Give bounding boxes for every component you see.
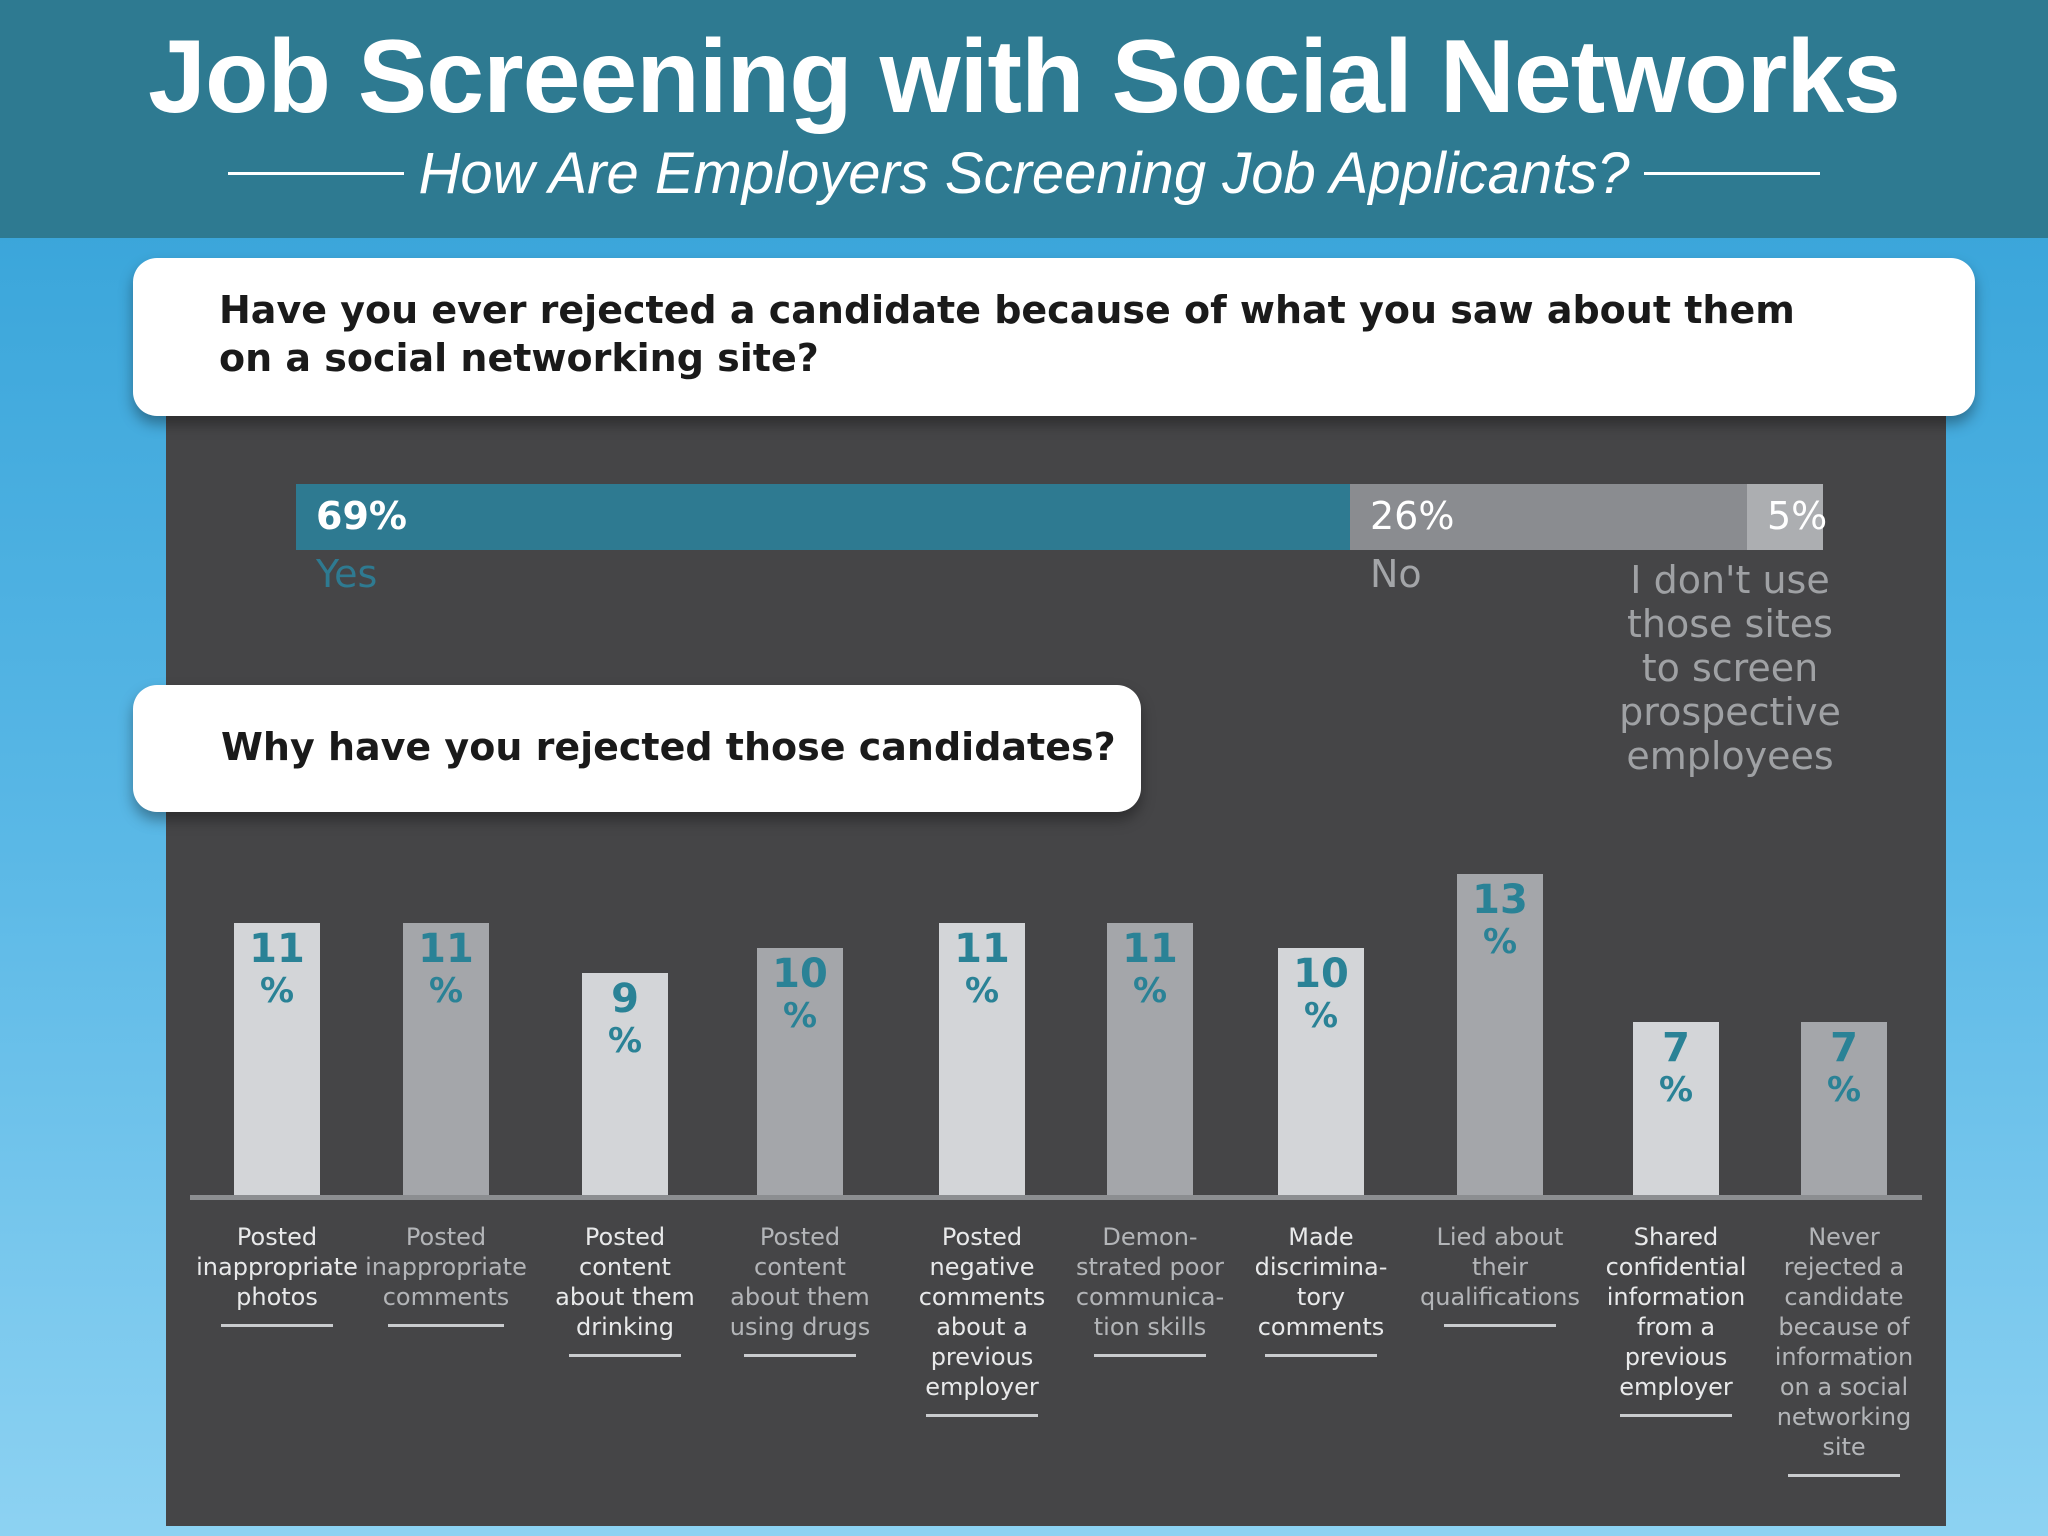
bar-label-underline [1788, 1474, 1900, 1477]
bar-category-label: Posted content about them drinking [555, 1223, 695, 1341]
subtitle-row: How Are Employers Screening Job Applican… [0, 138, 2048, 208]
bar-category-label: Posted negative comments about a previou… [918, 1223, 1046, 1401]
bar-value-percent: % [964, 971, 1000, 1011]
bar-label-underline [744, 1354, 856, 1357]
bar-value-percent: % [1132, 971, 1168, 1011]
subtitle-rule-right [1643, 171, 1820, 175]
bar-category-label: Shared confidential information from a p… [1605, 1223, 1747, 1401]
stack-value-label: 26% [1370, 494, 1455, 538]
bar-value-number: 11 [954, 926, 1010, 972]
reason-bar: 11% [403, 923, 489, 1195]
bar-value-percent: % [428, 971, 464, 1011]
chart-baseline [190, 1195, 1922, 1200]
stack-value-label: 69% [316, 494, 407, 538]
bar-value-percent: % [1303, 996, 1339, 1036]
reason-bar: 10% [1278, 948, 1364, 1195]
reason-bar: 7% [1801, 1022, 1887, 1195]
bar-value-number: 11 [249, 926, 305, 972]
bar-value-percent: % [607, 1021, 643, 1061]
bar-category-label: Posted content about them using drugs [729, 1223, 871, 1341]
reason-bar: 10% [757, 948, 843, 1195]
bar-value-label: 11% [1107, 927, 1193, 1011]
bar-label-underline [926, 1414, 1038, 1417]
bar-value-label: 10% [1278, 952, 1364, 1036]
bar-value-label: 11% [939, 927, 1025, 1011]
bar-value-label: 7% [1633, 1026, 1719, 1110]
bar-value-percent: % [782, 996, 818, 1036]
bar-value-percent: % [1658, 1070, 1694, 1110]
reason-bar: 13% [1457, 874, 1543, 1195]
bar-value-percent: % [1482, 922, 1518, 962]
bar-value-number: 11 [418, 926, 474, 972]
question-callout-reasons: Why have you rejected those candidates? [133, 685, 1141, 812]
page-subtitle: How Are Employers Screening Job Applican… [418, 140, 1630, 206]
bar-value-label: 11% [403, 927, 489, 1011]
bar-value-label: 10% [757, 952, 843, 1036]
bar-value-number: 11 [1122, 926, 1178, 972]
bar-value-number: 10 [772, 951, 828, 997]
bar-label-underline [1620, 1414, 1732, 1417]
bar-category-label: Lied about their qualifications [1420, 1223, 1580, 1311]
bar-category-label: Demon- strated poor communica- tion skil… [1075, 1223, 1225, 1341]
bar-value-number: 13 [1472, 877, 1528, 923]
bar-value-number: 10 [1293, 951, 1349, 997]
reason-bar: 11% [1107, 923, 1193, 1195]
bar-value-number: 7 [1662, 1025, 1690, 1071]
bar-label-underline [1265, 1354, 1377, 1357]
bar-category-label: Posted inappropriate comments [365, 1223, 527, 1311]
stack-segment-3: 5% [1747, 484, 1827, 550]
stack-category-label: I don't use those sites to screen prospe… [1619, 558, 1841, 778]
reason-bar: 11% [939, 923, 1025, 1195]
bar-value-label: 13% [1457, 878, 1543, 962]
stacked-response-bar: 69% 26% 5% [296, 484, 1827, 550]
bar-label-underline [1444, 1324, 1556, 1327]
stack-segment-2: 26% [1350, 484, 1747, 550]
bar-label-underline [1094, 1354, 1206, 1357]
bar-label-underline [388, 1324, 504, 1327]
bar-value-label: 9% [582, 977, 668, 1061]
stack-category-label: Yes [316, 552, 378, 596]
bar-label-underline [221, 1324, 333, 1327]
header-banner: Job Screening with Social Networks How A… [0, 0, 2048, 238]
stack-category-label: No [1370, 552, 1422, 596]
reason-bar: 7% [1633, 1022, 1719, 1195]
bar-value-number: 7 [1830, 1025, 1858, 1071]
bar-category-label: Never rejected a candidate because of in… [1774, 1223, 1914, 1461]
page-title: Job Screening with Social Networks [148, 19, 1901, 135]
bar-value-percent: % [259, 971, 295, 1011]
bar-value-label: 11% [234, 927, 320, 1011]
stack-value-label: 5% [1767, 494, 1828, 538]
question-rejected-text: Have you ever rejected a candidate becau… [219, 288, 1795, 380]
question-reasons-text: Why have you rejected those candidates? [221, 725, 1116, 769]
subtitle-rule-left [228, 171, 405, 175]
question-callout-rejected: Have you ever rejected a candidate becau… [133, 258, 1975, 416]
bar-label-underline [569, 1354, 681, 1357]
reason-bar: 11% [234, 923, 320, 1195]
reason-bar: 9% [582, 973, 668, 1195]
bar-value-percent: % [1826, 1070, 1862, 1110]
bar-value-label: 7% [1801, 1026, 1887, 1110]
bar-category-label: Posted inappropriate photos [196, 1223, 358, 1311]
stack-segment-1: 69% [296, 484, 1350, 550]
bar-category-label: Made discrimina- tory comments [1254, 1223, 1388, 1341]
bar-value-number: 9 [611, 976, 639, 1022]
